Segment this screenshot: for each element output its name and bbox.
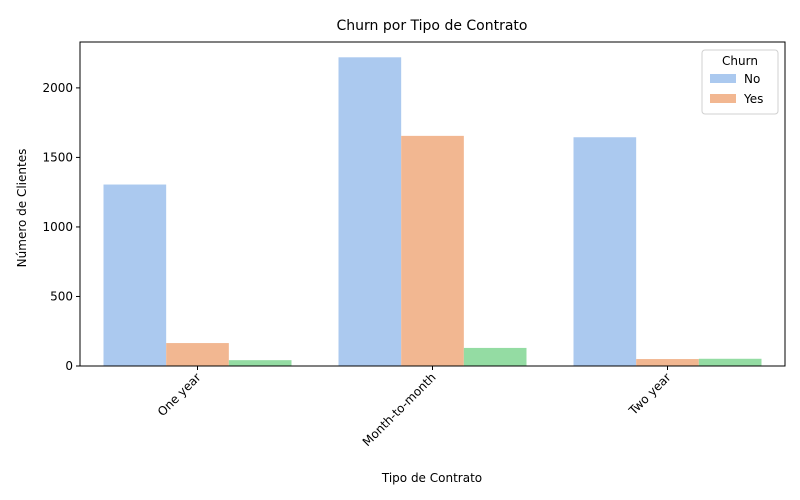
y-tick-label: 0 <box>65 359 73 373</box>
x-tick-label: One year <box>155 370 204 419</box>
legend-label-no: No <box>744 72 760 86</box>
y-axis-label: Número de Clientes <box>15 149 29 268</box>
legend-swatch-no <box>710 74 736 83</box>
bar-series-2-month-to-month <box>463 347 527 366</box>
bar-series-1-two-year <box>636 359 699 366</box>
plot-area <box>103 57 762 367</box>
legend-swatch-yes <box>710 94 736 103</box>
y-tick-label: 2000 <box>42 81 73 95</box>
legend: Churn No Yes <box>701 49 779 115</box>
legend-label-yes: Yes <box>743 92 763 106</box>
x-axis-label: Tipo de Contrato <box>381 471 482 485</box>
plot-frame <box>79 41 786 367</box>
y-axis: 0 500 1000 1500 2000 <box>42 81 80 373</box>
bar-series-1-one-year <box>166 343 229 366</box>
bar-series-0-month-to-month <box>338 57 402 367</box>
bar-series-0-one-year <box>103 184 167 366</box>
bar-series-0-two-year <box>573 137 637 366</box>
bar-series-2-two-year <box>698 358 762 366</box>
y-tick-label: 1500 <box>42 150 73 164</box>
y-tick-label: 500 <box>50 289 73 303</box>
legend-title: Churn <box>722 54 758 68</box>
x-tick-label: Two year <box>625 370 673 418</box>
chart-title: Churn por Tipo de Contrato <box>337 18 528 34</box>
x-axis: One year Month-to-month Two year <box>155 366 674 449</box>
bar-series-1-month-to-month <box>401 135 464 366</box>
bar-series-2-one-year <box>228 360 292 366</box>
x-tick-label: Month-to-month <box>360 370 439 449</box>
y-tick-label: 1000 <box>42 220 73 234</box>
